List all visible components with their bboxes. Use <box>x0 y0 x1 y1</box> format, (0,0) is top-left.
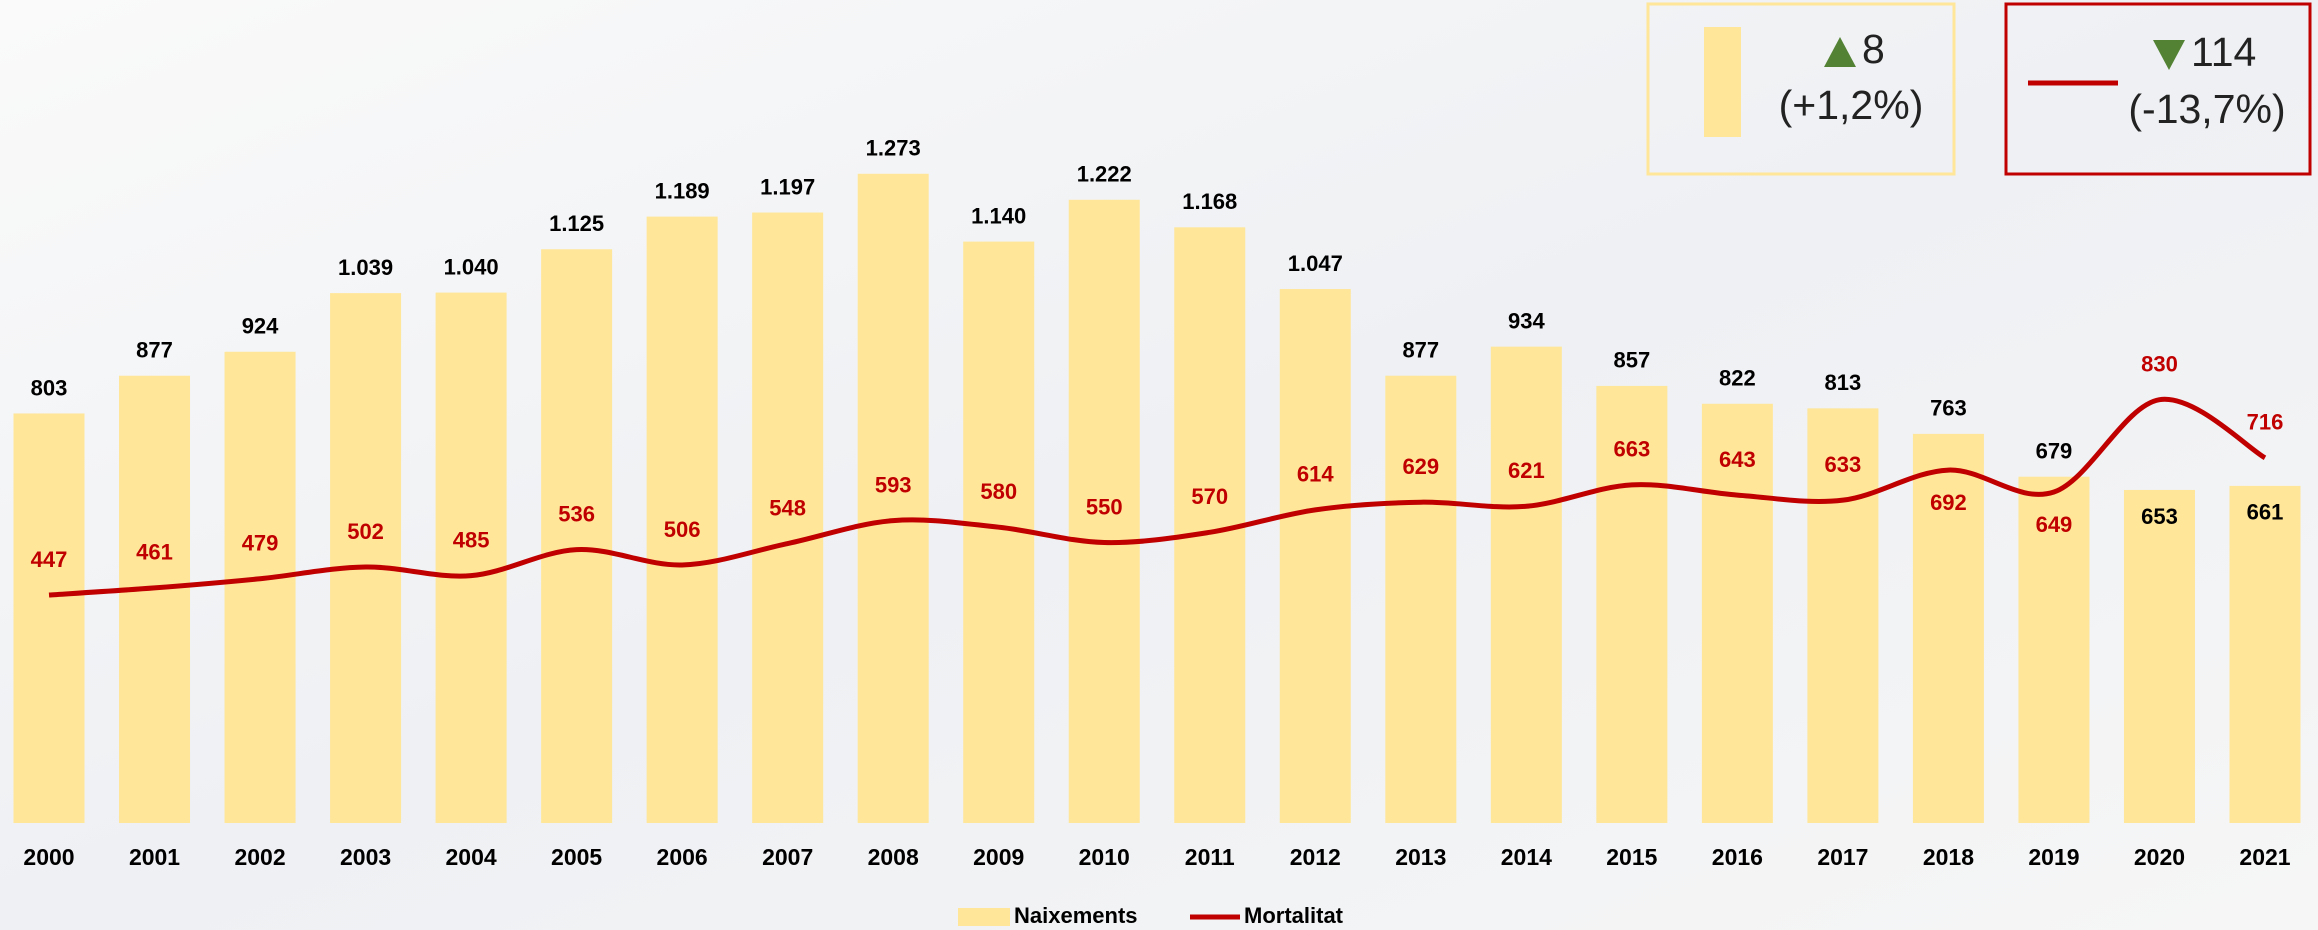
bar-value-label: 661 <box>2247 500 2284 525</box>
line-value-label: 536 <box>558 501 595 526</box>
x-tick-label: 2021 <box>2239 844 2290 870</box>
bar <box>14 413 85 823</box>
line-value-label: 629 <box>1402 454 1439 479</box>
page: 803 447 2000 877 461 2001 924 479 2002 1.039 502 20… <box>0 0 2318 930</box>
bar-value-label: 1.189 <box>655 178 710 203</box>
x-tick-label: 2015 <box>1606 844 1657 870</box>
x-tick-label: 2007 <box>762 844 813 870</box>
callout-change: (+1,2%) <box>1779 82 1924 128</box>
bar-value-label: 1.040 <box>444 254 499 279</box>
legend-swatch <box>958 908 1010 926</box>
line-value-label: 716 <box>2247 410 2284 435</box>
bar <box>2124 490 2195 823</box>
line-value-label: 593 <box>875 472 912 497</box>
x-tick-label: 2019 <box>2028 844 2079 870</box>
bar <box>436 293 507 823</box>
bar-value-label: 763 <box>1930 396 1967 421</box>
line-value-label: 614 <box>1297 462 1334 487</box>
bar <box>1280 289 1351 823</box>
x-tick-label: 2003 <box>340 844 391 870</box>
callout-change: (-13,7%) <box>2128 86 2285 132</box>
bar-value-label: 924 <box>242 314 279 339</box>
x-tick-label: 2008 <box>868 844 919 870</box>
x-tick-label: 2001 <box>129 844 180 870</box>
x-tick-label: 2010 <box>1079 844 1130 870</box>
bar-value-label: 934 <box>1508 308 1545 333</box>
line-value-label: 548 <box>769 495 806 520</box>
bar-value-label: 857 <box>1613 348 1650 373</box>
line-value-label: 570 <box>1191 484 1228 509</box>
bar <box>225 352 296 823</box>
bar <box>541 249 612 823</box>
x-tick-label: 2009 <box>973 844 1024 870</box>
x-tick-label: 2017 <box>1817 844 1868 870</box>
bar-value-label: 822 <box>1719 366 1756 391</box>
x-tick-label: 2020 <box>2134 844 2185 870</box>
line-value-label: 485 <box>453 527 490 552</box>
bar <box>1491 347 1562 823</box>
line-value-label: 461 <box>136 540 173 565</box>
callout-bar-icon <box>1704 27 1741 137</box>
legend-label: Naixements <box>1014 903 1138 928</box>
x-tick-label: 2018 <box>1923 844 1974 870</box>
x-tick-label: 2002 <box>234 844 285 870</box>
line-value-label: 506 <box>664 517 701 542</box>
legend-label: Mortalitat <box>1244 903 1344 928</box>
callout-value: 114 <box>2191 29 2256 75</box>
bar-value-label: 1.273 <box>866 136 921 161</box>
chart: 803 447 2000 877 461 2001 924 479 2002 1.039 502 20… <box>0 0 2318 930</box>
line-value-label: 621 <box>1508 458 1545 483</box>
bar-value-label: 1.039 <box>338 255 393 280</box>
line-value-label: 550 <box>1086 494 1123 519</box>
bar <box>119 376 190 823</box>
bar <box>330 293 401 823</box>
x-tick-label: 2000 <box>23 844 74 870</box>
bar-value-label: 653 <box>2141 504 2178 529</box>
bar-value-label: 1.168 <box>1182 189 1237 214</box>
bar-value-label: 1.197 <box>760 174 815 199</box>
x-tick-label: 2014 <box>1501 844 1552 870</box>
line-value-label: 830 <box>2141 352 2178 377</box>
bar <box>858 174 929 823</box>
x-tick-label: 2013 <box>1395 844 1446 870</box>
line-value-label: 633 <box>1825 452 1862 477</box>
x-tick-label: 2016 <box>1712 844 1763 870</box>
callout-value: 8 <box>1862 26 1885 72</box>
line-value-label: 643 <box>1719 447 1756 472</box>
bar-value-label: 803 <box>31 375 68 400</box>
bar <box>1385 376 1456 823</box>
bar-value-label: 813 <box>1825 370 1862 395</box>
bar-value-label: 1.222 <box>1077 162 1132 187</box>
x-tick-label: 2012 <box>1290 844 1341 870</box>
bar-value-label: 877 <box>1402 338 1439 363</box>
line-value-label: 479 <box>242 531 279 556</box>
line-value-label: 580 <box>980 479 1017 504</box>
bar-value-label: 679 <box>2036 439 2073 464</box>
line-value-label: 649 <box>2036 512 2073 537</box>
x-tick-label: 2011 <box>1185 844 1235 870</box>
x-tick-label: 2006 <box>657 844 708 870</box>
x-tick-label: 2004 <box>446 844 497 870</box>
bar-value-label: 877 <box>136 338 173 363</box>
line-value-label: 663 <box>1613 437 1650 462</box>
line-value-label: 692 <box>1930 490 1967 515</box>
bar-value-label: 1.047 <box>1288 251 1343 276</box>
line-value-label: 447 <box>31 547 68 572</box>
bar-value-label: 1.125 <box>549 211 604 236</box>
line-value-label: 502 <box>347 519 384 544</box>
x-tick-label: 2005 <box>551 844 602 870</box>
bar <box>2230 486 2301 823</box>
bar-value-label: 1.140 <box>971 203 1026 228</box>
